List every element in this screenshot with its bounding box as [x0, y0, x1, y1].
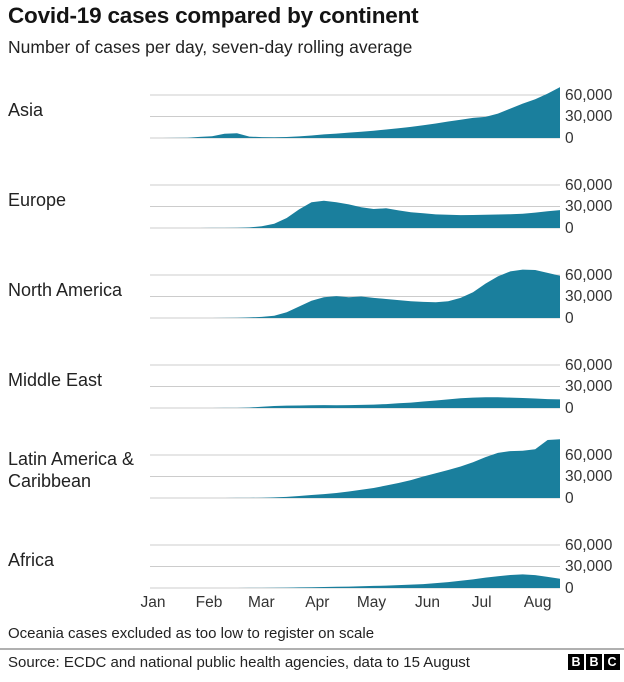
source-text: Source: ECDC and national public health … [8, 654, 470, 671]
y-tick-label: 30,000 [565, 378, 613, 395]
area-chart-europe [150, 184, 560, 229]
row-label-middle-east: Middle East [8, 370, 103, 390]
row-label-north-america: North America [8, 280, 123, 300]
area-chart-africa [150, 544, 560, 589]
x-tick-label: Jul [471, 594, 492, 611]
x-tick-label: Jun [415, 594, 441, 611]
y-tick-label: 30,000 [565, 468, 613, 485]
row-label-asia: Asia [8, 100, 44, 120]
y-tick-label: 60,000 [565, 536, 613, 554]
x-tick-label: Aug [523, 594, 552, 611]
area-fill-africa [150, 574, 560, 588]
y-tick-label: 30,000 [565, 288, 613, 305]
footnote: Oceania cases excluded as too low to reg… [8, 625, 375, 642]
y-tick-label: 0 [565, 489, 574, 507]
y-tick-label: 0 [565, 219, 574, 237]
area-chart-north-america [150, 269, 560, 319]
area-fill-asia [150, 87, 560, 138]
area-chart-middle-east [150, 364, 560, 409]
area-fill-latin-america-caribbean [150, 439, 560, 498]
bbc-logo-block: B [568, 654, 584, 670]
bbc-logo-block: B [586, 654, 602, 670]
footer-divider [0, 648, 624, 650]
area-chart-asia [150, 87, 560, 139]
area-fill-europe [150, 200, 560, 228]
x-tick-label: Feb [195, 594, 223, 611]
x-tick-label: Mar [248, 594, 275, 611]
row-label-europe: Europe [8, 190, 67, 210]
y-tick-label: 0 [565, 579, 574, 597]
bbc-logo-block: C [604, 654, 620, 670]
y-tick-label: 60,000 [565, 356, 613, 374]
row-label-africa: Africa [8, 550, 55, 570]
x-tick-label: Jan [140, 594, 166, 611]
y-tick-label: 30,000 [565, 198, 613, 215]
y-tick-label: 60,000 [565, 86, 613, 104]
area-fill-middle-east [150, 397, 560, 408]
page-title: Covid-19 cases compared by continent [8, 3, 419, 28]
y-tick-label: 30,000 [565, 108, 613, 125]
y-tick-label: 0 [565, 129, 574, 147]
area-fill-north-america [150, 269, 560, 318]
page-subtitle: Number of cases per day, seven-day rolli… [8, 37, 413, 57]
y-tick-label: 0 [565, 309, 574, 327]
y-tick-label: 0 [565, 399, 574, 417]
x-tick-label: Apr [305, 594, 330, 611]
area-chart-latin-america-caribbean [150, 439, 560, 499]
y-tick-label: 60,000 [565, 446, 613, 464]
x-tick-label: May [356, 594, 387, 611]
y-tick-label: 60,000 [565, 266, 613, 284]
row-label-latin-america-caribbean: Latin America & Caribbean [8, 449, 135, 491]
y-tick-label: 60,000 [565, 176, 613, 194]
y-tick-label: 30,000 [565, 558, 613, 575]
